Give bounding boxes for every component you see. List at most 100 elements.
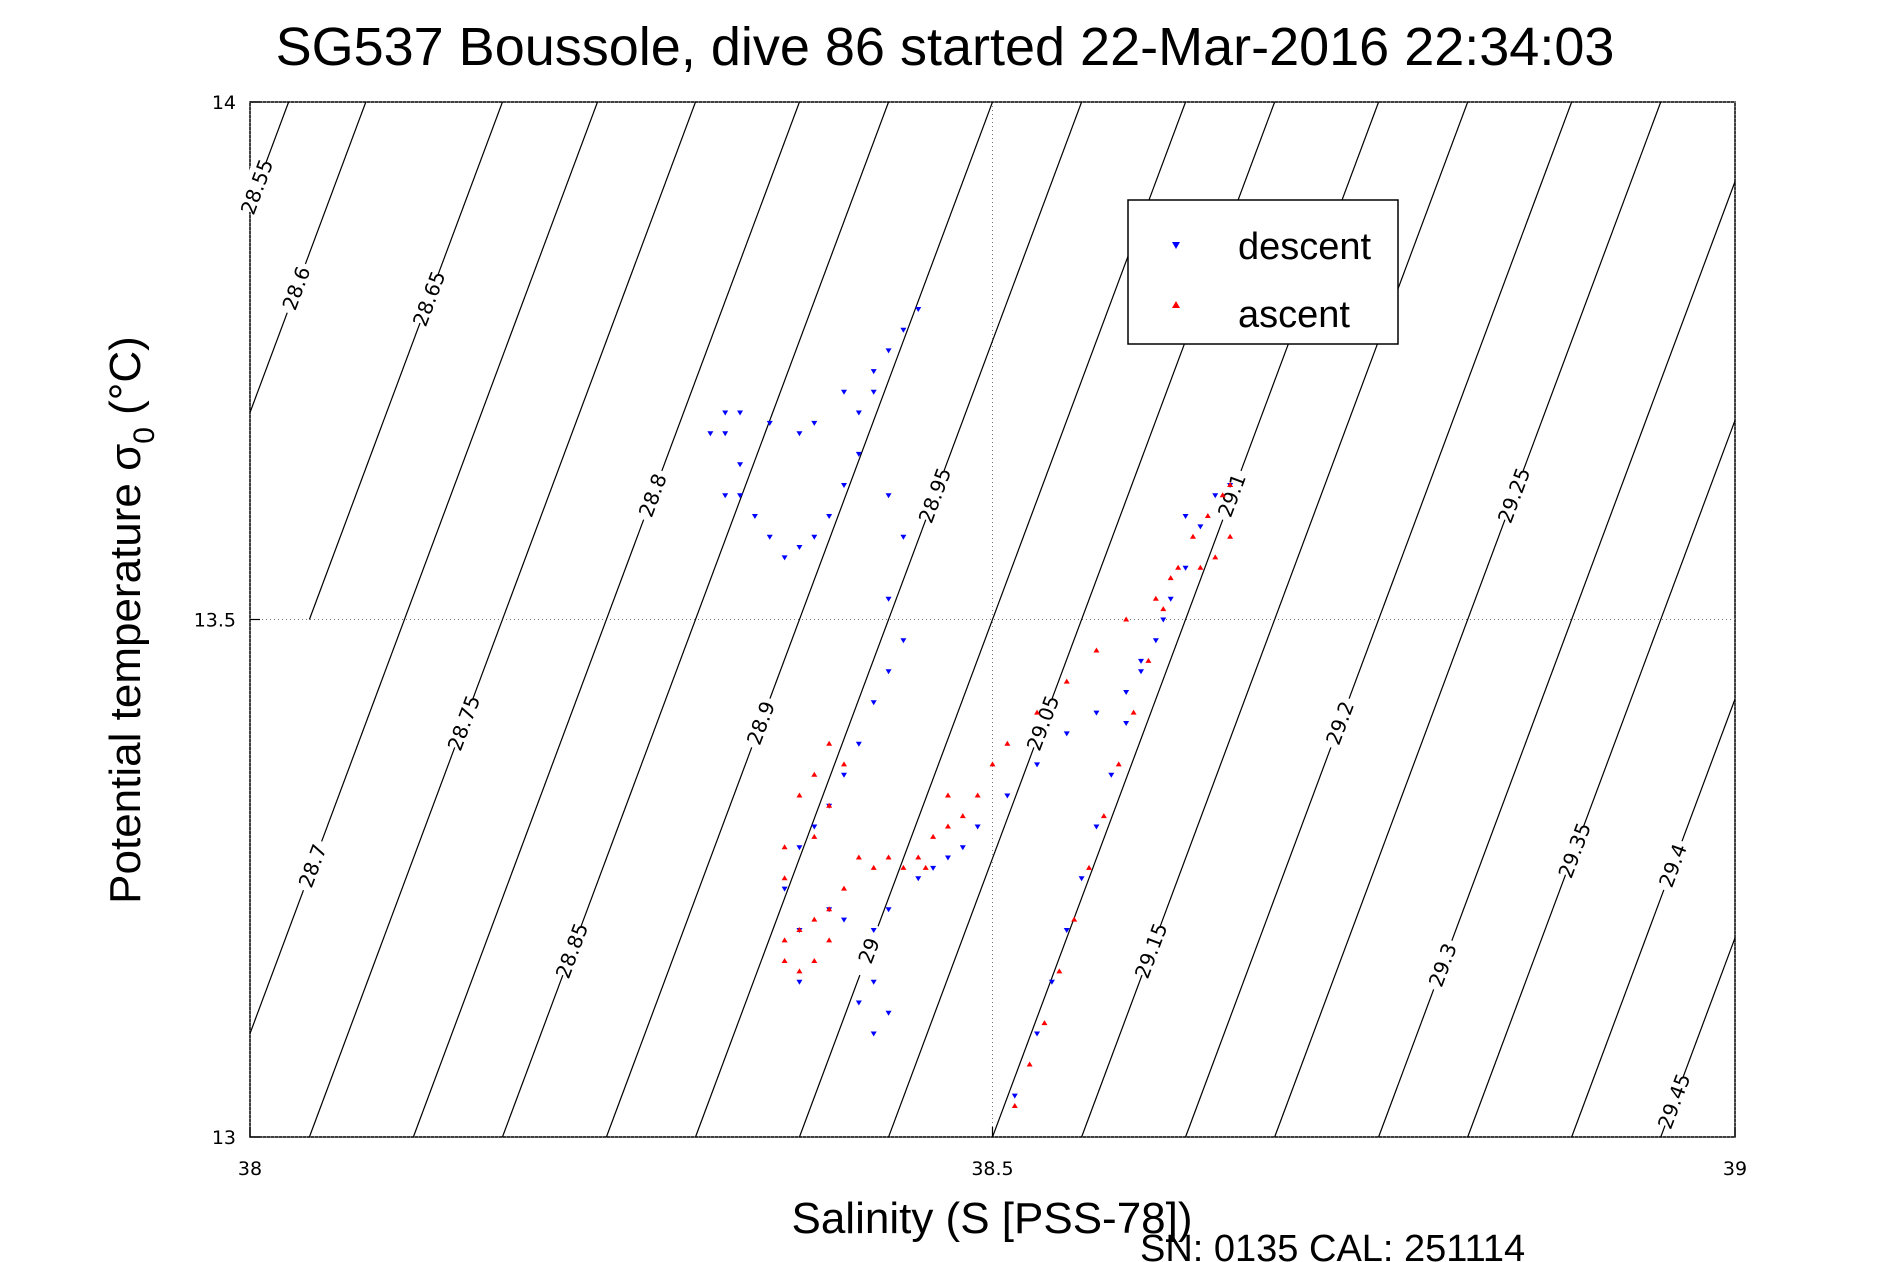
descent-point-3 xyxy=(870,389,877,395)
descent-point-36 xyxy=(781,886,788,892)
isopycnal-line-13 xyxy=(1184,101,1573,1138)
descent-point-40 xyxy=(870,928,877,933)
ascent-point-20 xyxy=(1152,595,1159,601)
descent-point-54 xyxy=(1167,596,1174,602)
ascent-point-37 xyxy=(826,906,833,912)
legend-marker-descent xyxy=(1172,242,1180,249)
ascent-point-41 xyxy=(781,958,788,964)
ascent-point-40 xyxy=(781,937,788,943)
descent-point-72 xyxy=(885,1010,892,1016)
ascent-point-30 xyxy=(930,833,937,839)
isopycnal-label-bg-7 xyxy=(739,694,783,752)
descent-point-5 xyxy=(855,451,862,457)
axis-ticks: 38 38.5 39 13 13.5 14 xyxy=(194,92,1747,1180)
ascent-point-0 xyxy=(1011,1102,1018,1108)
legend-label-ascent: ascent xyxy=(1238,294,1350,336)
descent-point-18 xyxy=(722,410,729,416)
y-axis-label-unit: (°C) xyxy=(101,336,150,427)
descent-point-63 xyxy=(1108,772,1115,778)
descent-point-46 xyxy=(974,824,981,830)
descent-point-66 xyxy=(1063,928,1070,933)
ascent-point-54 xyxy=(922,864,929,870)
descent-point-6 xyxy=(841,482,847,488)
y-tick-label-2: 14 xyxy=(212,92,236,114)
isopycnal-label-bg-17 xyxy=(1651,836,1695,895)
ascent-point-48 xyxy=(826,740,833,746)
descent-point-64 xyxy=(1093,824,1100,830)
chart-title: SG537 Boussole, dive 86 started 22-Mar-2… xyxy=(276,17,1615,77)
descent-point-71 xyxy=(855,1000,862,1006)
ascent-point-50 xyxy=(796,792,803,798)
grid xyxy=(249,101,1736,1138)
y-tick-label-0: 13 xyxy=(212,1127,236,1149)
x-axis-label: Salinity (S [PSS-78]) xyxy=(791,1194,1192,1243)
descent-point-57 xyxy=(1212,493,1219,499)
y-axis-label-main: Potential temperature xyxy=(101,471,150,904)
ascent-point-15 xyxy=(1227,481,1234,487)
ascent-point-45 xyxy=(811,833,818,839)
descent-point-24 xyxy=(870,369,877,375)
ascent-point-10 xyxy=(1160,606,1167,612)
descent-point-61 xyxy=(1138,669,1144,675)
ascent-point-25 xyxy=(1004,740,1011,746)
descent-point-28 xyxy=(900,638,907,644)
descent-point-48 xyxy=(1034,762,1041,768)
descent-point-10 xyxy=(781,555,788,561)
descent-point-1 xyxy=(900,327,907,333)
ascent-point-31 xyxy=(915,854,922,860)
ascent-point-2 xyxy=(1041,1020,1048,1026)
ascent-point-28 xyxy=(959,813,966,819)
isopycnal-line-8 xyxy=(694,101,1083,1138)
descent-point-55 xyxy=(1182,565,1189,571)
descent-point-15 xyxy=(737,462,744,468)
isopycnal-label-bg-1 xyxy=(275,259,318,318)
descent-point-16 xyxy=(722,431,729,437)
isopycnal-label-bg-16 xyxy=(1553,821,1596,880)
isopycnal-label-bg-6 xyxy=(550,921,594,980)
descent-point-29 xyxy=(885,669,892,675)
ascent-point-39 xyxy=(796,927,803,932)
descent-point-7 xyxy=(826,514,833,519)
descent-point-31 xyxy=(855,741,862,747)
ascent-point-26 xyxy=(989,761,996,767)
descent-point-30 xyxy=(870,700,877,706)
descent-point-60 xyxy=(1160,617,1167,623)
ascent-point-47 xyxy=(841,761,847,767)
isopycnal-label-bg-9 xyxy=(847,921,891,980)
ascent-point-8 xyxy=(1130,709,1137,715)
ascent-point-42 xyxy=(796,968,803,974)
data-points xyxy=(707,307,1234,1108)
descent-point-8 xyxy=(811,534,818,540)
descent-point-70 xyxy=(870,1031,877,1037)
descent-point-43 xyxy=(930,865,937,871)
descent-point-34 xyxy=(811,824,818,830)
descent-point-17 xyxy=(707,431,714,437)
x-tick-label-2: 39 xyxy=(1723,1158,1747,1180)
descent-point-51 xyxy=(1123,689,1130,695)
ascent-point-33 xyxy=(885,854,892,860)
descent-point-14 xyxy=(722,493,729,499)
ascent-point-18 xyxy=(1197,564,1204,570)
descent-point-26 xyxy=(900,534,907,540)
ascent-point-23 xyxy=(1063,678,1070,684)
ascent-point-19 xyxy=(1167,575,1174,581)
ascent-point-12 xyxy=(1189,533,1196,539)
isopycnal-label-bg-4 xyxy=(442,694,486,752)
isopycnal-label-bg-11 xyxy=(1210,466,1254,525)
x-tick-label-1: 38.5 xyxy=(971,1158,1013,1180)
isopycnal-line-2 xyxy=(308,101,504,620)
legend-marker-ascent xyxy=(1172,301,1180,308)
ascent-point-4 xyxy=(1071,916,1078,922)
descent-point-67 xyxy=(1048,979,1055,985)
descent-point-62 xyxy=(1123,721,1130,726)
ascent-point-24 xyxy=(1034,709,1041,715)
descent-point-49 xyxy=(1063,731,1070,737)
descent-point-9 xyxy=(796,545,803,551)
isopycnal-label-bg-18 xyxy=(1652,1072,1696,1131)
descent-point-21 xyxy=(796,431,803,437)
isopycnal-label-bg-5 xyxy=(631,466,674,525)
ascent-point-38 xyxy=(811,916,818,922)
legend-label-descent: descent xyxy=(1238,226,1372,268)
